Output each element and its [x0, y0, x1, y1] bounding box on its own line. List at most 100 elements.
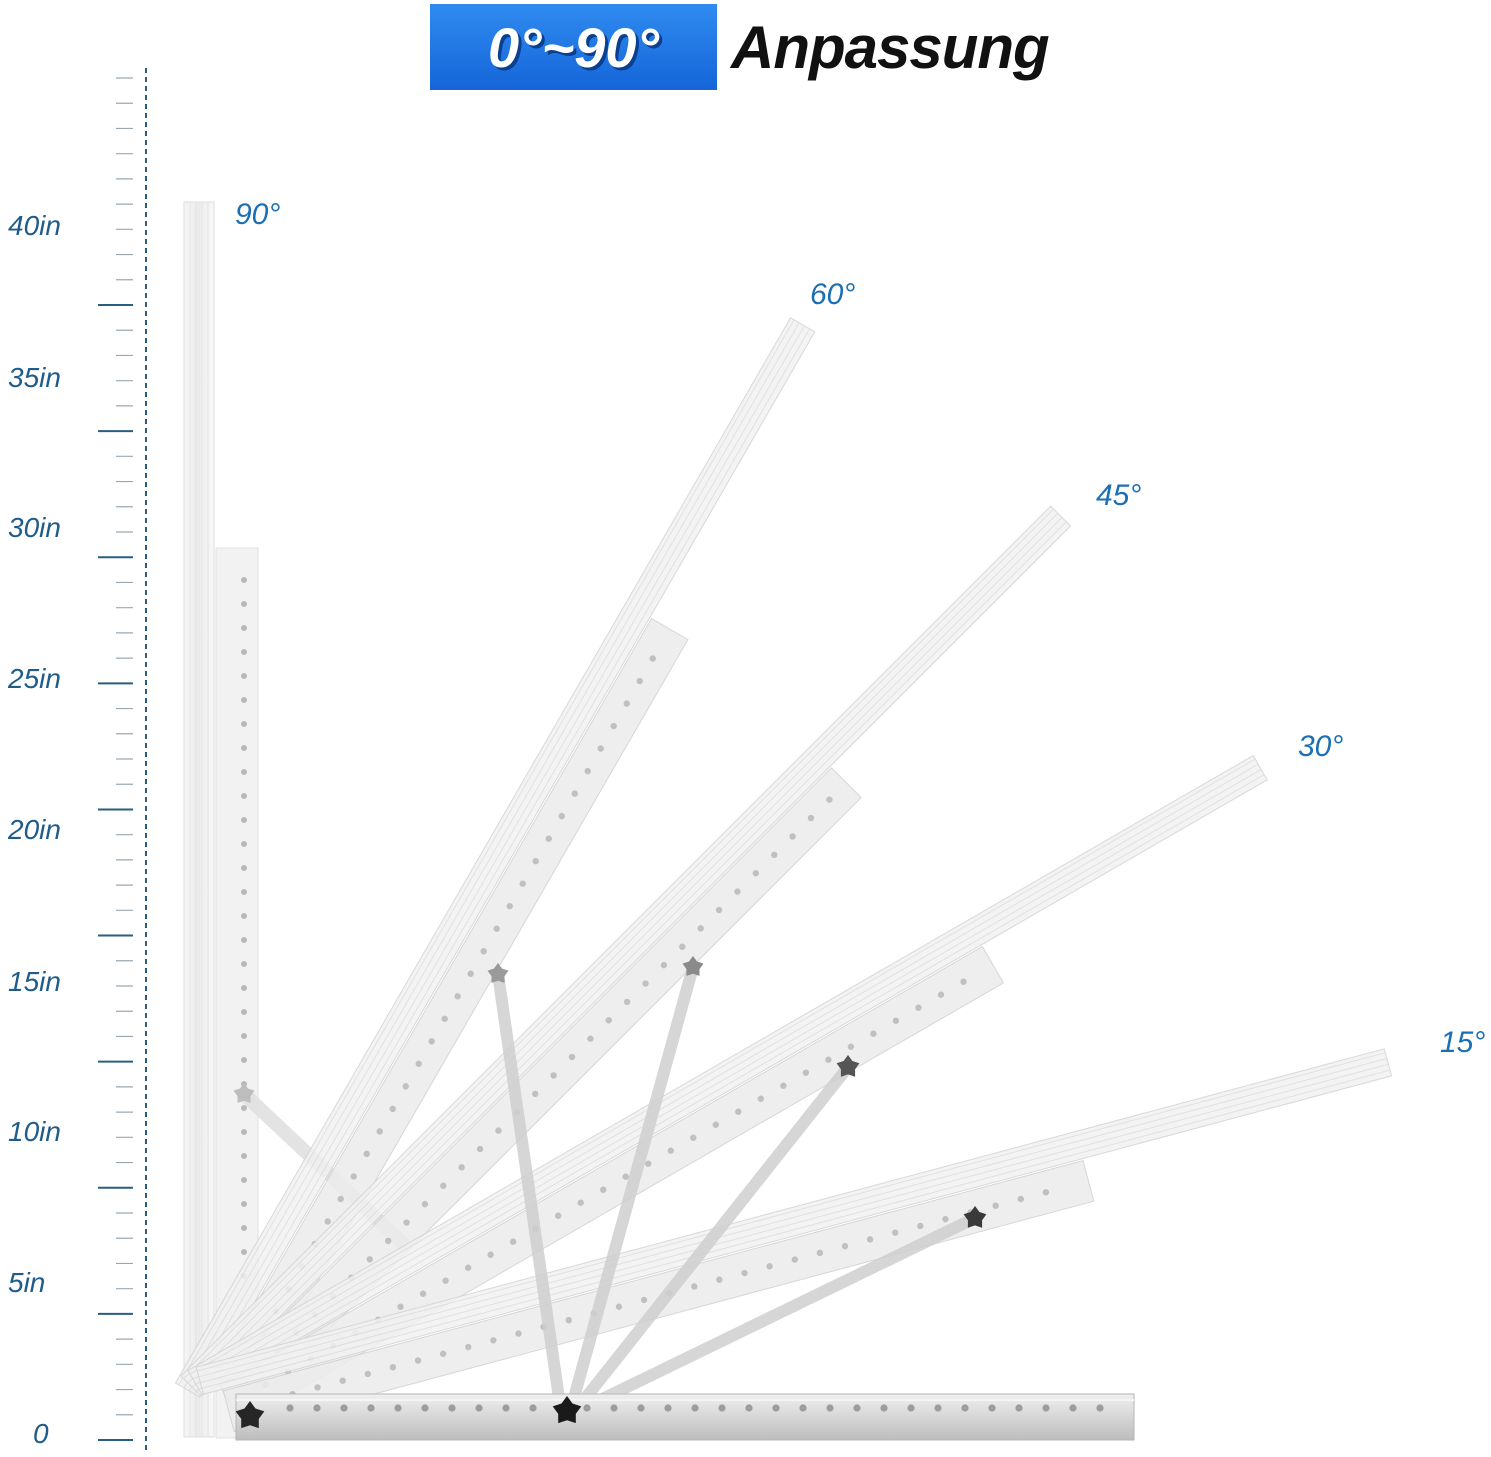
hole	[403, 1219, 410, 1226]
hole	[735, 1108, 742, 1115]
hole	[1069, 1404, 1077, 1412]
scale-label-20in: 20in	[8, 814, 61, 845]
hole	[241, 745, 247, 751]
rail-90-holes	[241, 577, 247, 1279]
hole	[241, 1201, 247, 1207]
hole	[880, 1404, 888, 1412]
hole	[454, 993, 461, 1000]
knob-icon	[836, 1055, 860, 1077]
hole	[495, 1127, 502, 1134]
hole	[807, 814, 815, 822]
hole	[571, 790, 578, 797]
scale-label-0: 0	[33, 1418, 49, 1449]
hole	[241, 697, 247, 703]
hole	[866, 1236, 874, 1243]
hole	[841, 1242, 849, 1250]
hole	[324, 1218, 331, 1225]
knob-icon	[682, 956, 704, 976]
hole	[664, 1404, 672, 1412]
hole	[771, 851, 778, 859]
hole	[366, 1256, 373, 1263]
knob-icon	[235, 1401, 265, 1429]
hole	[241, 769, 247, 775]
hole	[493, 925, 500, 932]
hole	[1015, 1404, 1023, 1412]
hole	[241, 1129, 247, 1135]
base-rail	[235, 1393, 1135, 1441]
hole	[757, 1095, 765, 1102]
hole	[487, 1251, 494, 1258]
hole	[241, 1033, 247, 1039]
hole	[363, 1150, 370, 1158]
hole	[799, 1404, 807, 1412]
hole	[915, 1004, 922, 1011]
hole	[791, 1256, 798, 1263]
hole	[394, 1404, 402, 1412]
hole	[421, 1404, 429, 1412]
hole	[605, 1017, 612, 1024]
hole	[623, 700, 630, 707]
hole	[679, 943, 686, 950]
hole	[241, 577, 247, 583]
hole	[439, 1350, 447, 1357]
hole	[992, 1202, 999, 1209]
hole	[241, 1009, 247, 1015]
rail-45	[180, 505, 1072, 1414]
angle-label-60: 60°	[810, 278, 856, 311]
hole	[667, 1147, 674, 1154]
hole	[568, 1053, 576, 1061]
hole	[772, 1404, 780, 1412]
hole	[577, 1199, 584, 1206]
hole	[519, 880, 526, 887]
hole	[660, 961, 668, 969]
scale-label-5in: 5in	[8, 1267, 46, 1298]
scale-ticks	[98, 77, 133, 1441]
hole	[415, 1060, 422, 1068]
hole	[550, 1072, 557, 1079]
knob-icon	[552, 1396, 582, 1424]
hole	[529, 1404, 537, 1412]
hole	[766, 1263, 773, 1270]
hole	[584, 767, 591, 775]
hole	[476, 1145, 484, 1153]
knob-icon	[233, 1083, 255, 1103]
hole	[780, 1082, 787, 1089]
scale-label-40in: 40in	[8, 210, 61, 241]
hole	[545, 835, 552, 842]
hole	[942, 1216, 949, 1223]
angled-rails	[174, 317, 1393, 1433]
hole	[610, 1404, 618, 1412]
hole	[734, 888, 741, 895]
hole	[892, 1229, 899, 1236]
hole	[241, 601, 247, 607]
hole	[313, 1404, 321, 1412]
hole	[565, 1316, 572, 1324]
hole	[350, 1173, 357, 1180]
hole	[554, 1212, 562, 1219]
scale-label-25in: 25in	[8, 663, 61, 694]
hole	[826, 796, 833, 803]
hole	[440, 1182, 447, 1189]
hole	[697, 925, 704, 932]
hole	[907, 1404, 915, 1412]
hole	[802, 1069, 810, 1076]
hole	[649, 655, 656, 662]
hole	[241, 889, 247, 895]
hole	[637, 1404, 645, 1412]
rail-30	[187, 754, 1268, 1424]
hole	[441, 1015, 448, 1022]
hole	[961, 1404, 969, 1412]
hole	[421, 1200, 429, 1208]
hole	[960, 978, 967, 985]
hole	[490, 1337, 497, 1344]
angle-label-90: 90°	[235, 198, 281, 231]
hole	[367, 1404, 375, 1412]
strut	[575, 1063, 853, 1409]
hole	[718, 1404, 726, 1412]
scale-label-30in: 30in	[8, 512, 61, 543]
hole	[442, 1277, 449, 1284]
rail-15	[195, 1048, 1393, 1433]
hole	[314, 1384, 321, 1391]
hole	[419, 1290, 427, 1297]
